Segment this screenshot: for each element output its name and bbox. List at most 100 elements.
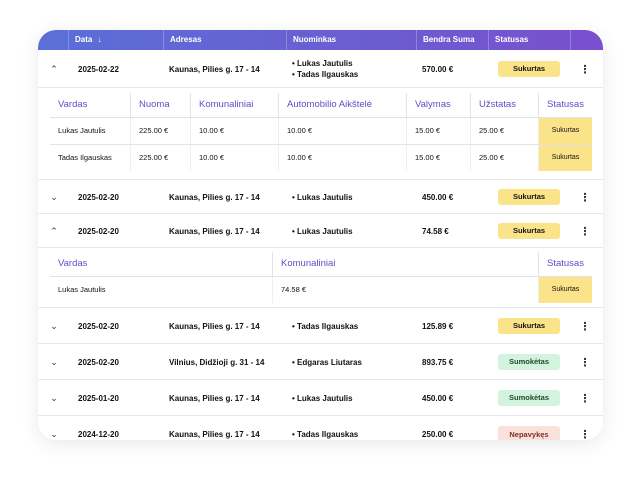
detail-header-status: Statusas [538,252,592,276]
detail-cell-parking: 10.00 € [278,118,406,144]
detail-status-cell: Sukurtas [538,277,592,303]
row-date: 2025-02-22 [78,64,119,74]
detail-header-name: Vardas [58,99,88,110]
table-row[interactable]: ⌃ 2025-02-20 Kaunas, Pilies g. 17 - 14 •… [38,214,603,248]
row-tenants: • Tadas Ilgauskas [292,416,358,440]
header-date[interactable]: Data ↓ [68,30,163,50]
row-address: Kaunas, Pilies g. 17 - 14 [169,192,260,202]
status-badge: Sumokėtas [498,389,560,406]
detail-header-parking: Automobilio Aikštelė [278,93,406,117]
detail-header-name: Vardas [58,258,88,269]
more-vertical-icon[interactable]: ⋮ [579,320,591,333]
detail-header-status: Statusas [538,93,592,117]
header-date-label: Data [75,35,93,44]
more-vertical-icon[interactable]: ⋮ [579,63,591,76]
detail-cell-deposit: 25.00 € [470,145,538,171]
row-address: Kaunas, Pilies g. 17 - 14 [169,393,260,403]
sort-arrow-icon[interactable]: ↓ [97,35,102,44]
detail-status-cell: Sukurtas [538,145,592,171]
table-row[interactable]: ⌄ 2024-12-20 Kaunas, Pilies g. 17 - 14 •… [38,416,603,440]
detail-row: Tadas Ilgauskas 225.00 € 10.00 € 10.00 €… [50,144,592,171]
more-vertical-icon[interactable]: ⋮ [579,356,591,369]
chevron-up-icon[interactable]: ⌃ [50,225,58,236]
detail-header-deposit: Užstatas [470,93,538,117]
tenant-item: • Edgaras Liutaras [292,357,362,367]
more-vertical-icon[interactable]: ⋮ [579,191,591,204]
row-date: 2025-02-20 [78,357,119,367]
row-total: 250.00 € [422,429,454,439]
more-vertical-icon[interactable]: ⋮ [579,392,591,405]
status-badge: Sumokėtas [498,353,560,370]
row-total: 74.58 € [422,226,449,236]
chevron-down-icon[interactable]: ⌄ [50,320,58,331]
detail-cell-name: Tadas Ilgauskas [58,153,112,162]
table-row[interactable]: ⌃ 2025-02-22 Kaunas, Pilies g. 17 - 14 •… [38,50,603,88]
detail-cell-cleaning: 15.00 € [406,118,470,144]
row-total: 893.75 € [422,357,454,367]
status-badge: Sukurtas [498,60,560,77]
chevron-down-icon[interactable]: ⌄ [50,191,58,202]
row-address: Kaunas, Pilies g. 17 - 14 [169,64,260,74]
header-tenant[interactable]: Nuominkas [286,30,416,50]
row-tenants: • Lukas Jautulis • Tadas Ilgauskas [292,50,358,88]
row-total: 450.00 € [422,192,454,202]
tenant-item: • Lukas Jautulis [292,59,353,68]
chevron-up-icon[interactable]: ⌃ [50,63,58,74]
detail-cell-utilities: 74.58 € [272,277,538,303]
detail-cell-parking: 10.00 € [278,145,406,171]
table-row[interactable]: ⌄ 2025-02-20 Kaunas, Pilies g. 17 - 14 •… [38,180,603,214]
more-vertical-icon[interactable]: ⋮ [579,428,591,441]
status-badge: Nepavykęs [498,426,560,440]
row-total: 125.89 € [422,321,454,331]
table-row[interactable]: ⌄ 2025-02-20 Kaunas, Pilies g. 17 - 14 •… [38,308,603,344]
row-tenants: • Lukas Jautulis [292,180,353,214]
row-address: Kaunas, Pilies g. 17 - 14 [169,226,260,236]
detail-header-rent: Nuoma [130,93,190,117]
header-address[interactable]: Adresas [163,30,286,50]
row-date: 2025-01-20 [78,393,119,403]
tenant-item: • Lukas Jautulis [292,393,353,403]
chevron-down-icon[interactable]: ⌄ [50,428,58,439]
status-badge: Sukurtas [498,222,560,239]
tenant-item: • Lukas Jautulis [292,226,353,236]
row-address: Kaunas, Pilies g. 17 - 14 [169,429,260,439]
row-total: 570.00 € [422,64,454,74]
row-total: 450.00 € [422,393,454,403]
detail-cell-cleaning: 15.00 € [406,145,470,171]
invoices-table-card: Data ↓ Adresas Nuominkas Bendra Suma Sta… [38,30,603,440]
table-row[interactable]: ⌄ 2025-01-20 Kaunas, Pilies g. 17 - 14 •… [38,380,603,416]
row-date: 2025-02-20 [78,192,119,202]
chevron-down-icon[interactable]: ⌄ [50,356,58,367]
table-row[interactable]: ⌄ 2025-02-20 Vilnius, Didžioji g. 31 - 1… [38,344,603,380]
row-tenants: • Tadas Ilgauskas [292,308,358,344]
detail-row: Lukas Jautulis 225.00 € 10.00 € 10.00 € … [50,117,592,144]
detail-cell-utilities: 10.00 € [190,118,278,144]
row-tenants: • Edgaras Liutaras [292,344,362,380]
detail-header-cleaning: Valymas [406,93,470,117]
row-tenants: • Lukas Jautulis [292,214,353,248]
detail-cell-rent: 225.00 € [130,118,190,144]
header-actions [570,30,603,50]
row-detail-panel: Vardas Nuoma Komunaliniai Automobilio Ai… [38,88,603,180]
detail-cell-utilities: 10.00 € [190,145,278,171]
row-date: 2024-12-20 [78,429,119,439]
status-badge: Sukurtas [498,188,560,205]
chevron-down-icon[interactable]: ⌄ [50,392,58,403]
row-address: Kaunas, Pilies g. 17 - 14 [169,321,260,331]
more-vertical-icon[interactable]: ⋮ [579,225,591,238]
header-status[interactable]: Statusas [488,30,570,50]
detail-cell-name: Lukas Jautulis [58,285,106,294]
row-detail-panel: Vardas Komunaliniai Statusas Lukas Jautu… [38,248,603,308]
header-total[interactable]: Bendra Suma [416,30,488,50]
detail-cell-rent: 225.00 € [130,145,190,171]
detail-cell-deposit: 25.00 € [470,118,538,144]
tenant-item: • Lukas Jautulis [292,192,353,202]
detail-row: Lukas Jautulis 74.58 € Sukurtas [50,276,592,303]
tenant-item: • Tadas Ilgauskas [292,321,359,331]
row-date: 2025-02-20 [78,321,119,331]
row-address: Vilnius, Didžioji g. 31 - 14 [169,357,265,367]
detail-status-cell: Sukurtas [538,118,592,144]
detail-header-utilities: Komunaliniai [272,252,538,276]
row-tenants: • Lukas Jautulis [292,380,353,416]
tenant-item: • Tadas Ilgauskas [292,70,359,79]
